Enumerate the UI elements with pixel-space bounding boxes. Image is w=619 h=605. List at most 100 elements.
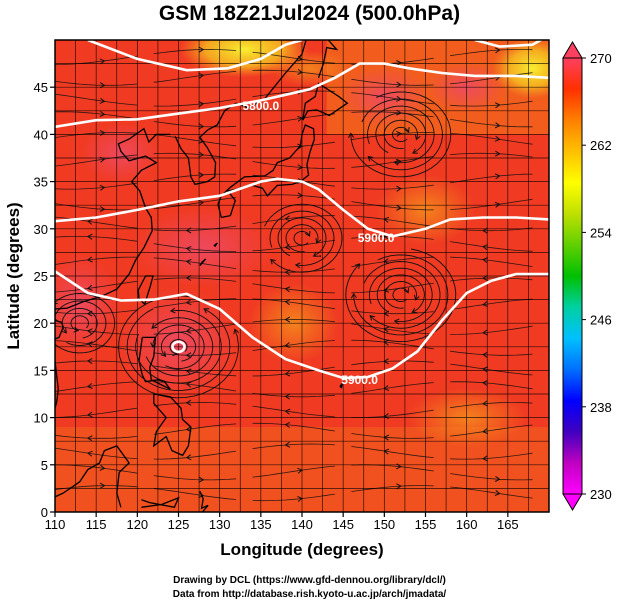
wind-streamlines (55, 46, 533, 502)
streamline-flow (252, 443, 335, 449)
streamline-flow (450, 298, 533, 310)
streamline-flow (153, 298, 237, 308)
chart-title: GSM 18Z21Jul2024 (500.0hPa) (158, 2, 461, 25)
streamline-arrow (284, 316, 291, 323)
credit-data-source: Data from http://database.rish.kyoto-u.a… (172, 589, 447, 600)
coastline-15 (199, 258, 207, 267)
field-hot-region-5 (80, 123, 161, 184)
streamline-arrow (99, 464, 106, 471)
streamline-arrow (482, 400, 488, 407)
streamline-arrow (185, 381, 192, 388)
y-tick-label: 5 (41, 458, 48, 473)
streamline-arrow (185, 299, 192, 306)
streamline-arrow (403, 287, 410, 294)
streamline-flow (252, 465, 335, 478)
colorbar-tick-label: 270 (590, 51, 612, 66)
streamline-arrow (86, 450, 93, 457)
streamline-flow (153, 352, 237, 356)
x-tick-label: 125 (168, 517, 190, 532)
streamline-arrow (396, 158, 402, 165)
streamline-flow (153, 323, 237, 335)
streamline-flow (450, 100, 533, 107)
streamline-flow (153, 423, 237, 435)
colorbar-tick-label: 262 (590, 138, 612, 153)
y-tick-label: 20 (34, 316, 48, 331)
streamline-arrow (494, 135, 501, 142)
streamline-arrow (61, 327, 68, 334)
height-contours (55, 40, 549, 380)
streamline-flow (450, 452, 533, 460)
streamline-flow (450, 473, 533, 481)
streamline-arrow (185, 258, 192, 265)
streamline-flow (450, 152, 533, 158)
streamline-flow (153, 152, 237, 160)
streamline-vortex-4 (70, 315, 89, 331)
streamline-flow (351, 446, 434, 458)
streamline-arrow (482, 351, 488, 358)
streamline-vortex-3 (367, 105, 435, 164)
coastline-11 (55, 450, 106, 498)
colorbar-tick-label: 246 (590, 313, 612, 328)
streamline-arrow (482, 244, 488, 251)
x-tick-label: 155 (415, 517, 437, 532)
streamline-vortex-0 (160, 331, 197, 362)
y-axis-label: Latitude (degrees) (4, 202, 23, 349)
streamline-arrow (270, 258, 276, 265)
streamline-flow (153, 450, 237, 460)
streamline-arrow (99, 97, 106, 104)
colorbar: 230 238 246 254 262 270 (562, 41, 612, 511)
streamline-arrow (185, 454, 192, 461)
streamline-arrow (284, 299, 291, 306)
streamline-flow (450, 424, 533, 437)
streamline-vortex-1 (345, 248, 457, 343)
streamline-flow (153, 173, 237, 181)
streamline-flow (252, 405, 335, 418)
streamline-flow (450, 256, 533, 267)
streamline-flow (252, 141, 335, 148)
streamline-arrow (411, 307, 418, 314)
streamline-arrow (185, 352, 192, 359)
streamline-flow (252, 283, 335, 294)
streamline-arrow (203, 308, 210, 314)
streamline-arrow (198, 172, 205, 179)
streamline-vortex-0 (135, 309, 222, 384)
x-tick-label: 130 (209, 517, 231, 532)
streamline-arrow (396, 95, 402, 102)
streamline-flow (351, 282, 434, 294)
streamline-arrow (284, 370, 291, 377)
streamline-arrow (185, 245, 192, 252)
height-contour-1 (55, 177, 549, 238)
streamline-arrow (99, 111, 106, 117)
coastline-12 (141, 496, 180, 509)
y-axis-ticks: 0 5 10 15 20 25 30 35 40 45 (34, 80, 55, 520)
streamline-arrow (99, 184, 106, 191)
streamline-flow (153, 381, 237, 392)
streamline-arrow (494, 47, 501, 54)
streamline-arrow (198, 151, 205, 158)
streamline-arrow (185, 368, 192, 375)
height-contour-closed (171, 340, 186, 354)
streamline-arrow (151, 323, 158, 329)
y-tick-label: 40 (34, 127, 48, 142)
streamline-arrow (185, 399, 192, 406)
streamline-arrow (86, 357, 93, 365)
streamline-arrow (86, 341, 93, 348)
x-axis-ticks: 110 115 120 125 130 135 140 145 150 155 160 165 (45, 512, 519, 532)
streamline-flow (450, 49, 533, 57)
streamline-flow (351, 92, 434, 105)
streamline-flow (153, 257, 237, 269)
streamline-vortex-1 (384, 281, 417, 309)
streamline-vortex-4 (61, 307, 98, 339)
streamline-flow (450, 381, 533, 390)
contour-label-2: 5900.0 (341, 373, 378, 387)
streamline-arrow (494, 150, 501, 157)
coastline-10 (104, 445, 130, 508)
streamline-arrow (482, 329, 488, 336)
streamline-arrow (396, 130, 402, 137)
y-tick-label: 35 (34, 175, 48, 190)
colorbar-max-cap (562, 41, 583, 59)
field-cold-north-east (492, 40, 549, 99)
x-tick-label: 135 (250, 517, 272, 532)
streamline-flow (153, 134, 237, 147)
y-tick-label: 0 (41, 505, 48, 520)
